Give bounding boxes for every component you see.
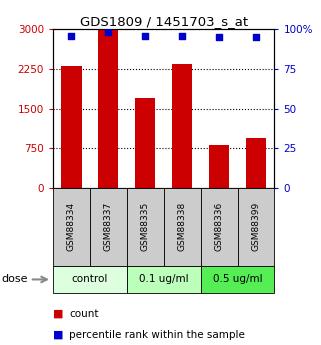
Text: GSM88336: GSM88336: [214, 202, 224, 252]
Title: GDS1809 / 1451703_s_at: GDS1809 / 1451703_s_at: [80, 15, 248, 28]
Point: [253, 34, 258, 40]
Bar: [61, 66, 82, 188]
Text: ■: ■: [53, 309, 64, 319]
Bar: [98, 29, 118, 188]
Point: [69, 33, 74, 38]
Text: GSM88399: GSM88399: [251, 202, 261, 252]
Text: GSM88337: GSM88337: [104, 202, 113, 252]
Text: dose: dose: [2, 275, 28, 284]
Bar: [172, 64, 192, 188]
Text: GSM88335: GSM88335: [141, 202, 150, 252]
Text: percentile rank within the sample: percentile rank within the sample: [69, 330, 245, 339]
Text: GSM88334: GSM88334: [67, 202, 76, 252]
Bar: [246, 138, 266, 188]
Point: [216, 34, 221, 40]
Bar: [135, 98, 155, 188]
Text: control: control: [72, 275, 108, 284]
Text: count: count: [69, 309, 99, 319]
Text: ■: ■: [53, 330, 64, 339]
Point: [143, 33, 148, 38]
Point: [179, 33, 185, 38]
Point: [106, 30, 111, 35]
Text: 0.1 ug/ml: 0.1 ug/ml: [139, 275, 188, 284]
Text: GSM88338: GSM88338: [178, 202, 187, 252]
Text: 0.5 ug/ml: 0.5 ug/ml: [213, 275, 262, 284]
Bar: [209, 145, 229, 188]
